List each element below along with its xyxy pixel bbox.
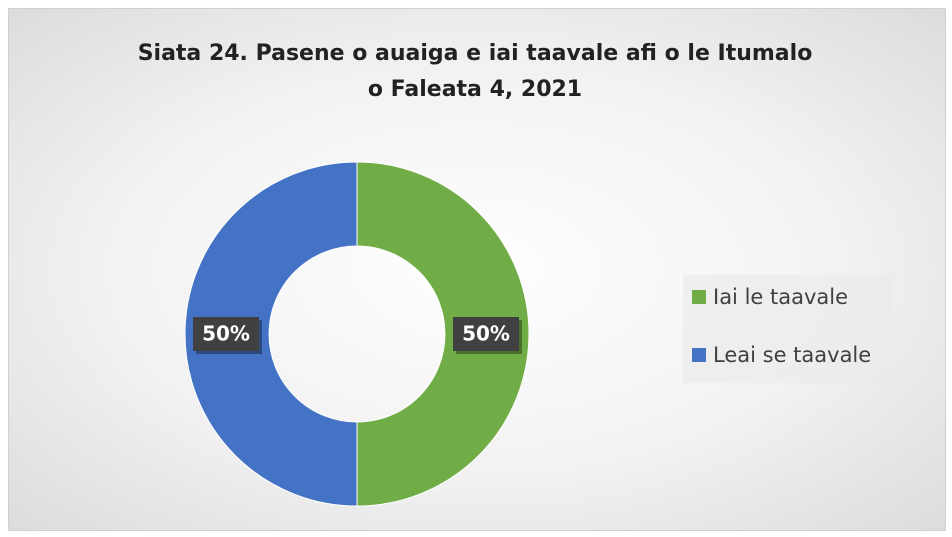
donut-slice — [184, 161, 358, 507]
data-label: 50% — [202, 322, 250, 346]
legend-swatch — [692, 290, 706, 304]
data-label: 50% — [462, 322, 510, 346]
legend-swatch — [692, 348, 706, 362]
legend-label: Iai le taavale — [713, 285, 848, 309]
legend-box — [683, 275, 893, 383]
chart-title: Siata 24. Pasene o auaiga e iai taavale … — [137, 41, 813, 102]
data-label-box — [453, 317, 519, 351]
data-label-box — [193, 317, 259, 351]
donut-slice — [356, 161, 530, 507]
legend-label: Leai se taavale — [713, 343, 871, 367]
